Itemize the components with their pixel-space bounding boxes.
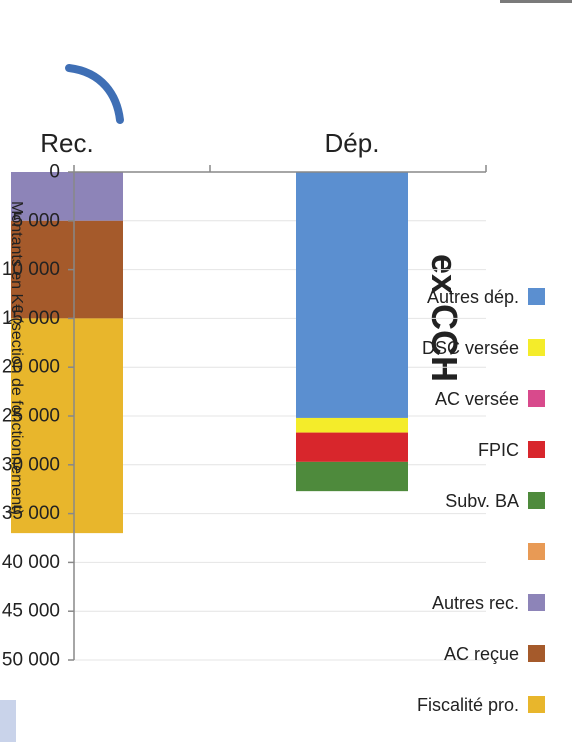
corner-tab: [0, 700, 16, 742]
y-tick-label: 45 000: [2, 601, 60, 622]
legend-swatch: [528, 696, 545, 713]
legend-swatch: [528, 288, 545, 305]
legend-label: AC reçue: [444, 644, 519, 664]
legend-swatch: [528, 441, 545, 458]
legend-label: DSC versée: [422, 338, 519, 358]
bars-group: [11, 172, 408, 534]
legend-swatch: [528, 390, 545, 407]
bar-segment: [296, 417, 408, 433]
legend-label: Autres dép.: [427, 287, 519, 307]
y-tick-label: 30 000: [2, 454, 60, 475]
y-tick-label: 40 000: [2, 552, 60, 573]
bar-segment: [296, 172, 408, 418]
y-tick-label: 25 000: [2, 406, 60, 427]
y-tick-label: 15 000: [2, 308, 60, 329]
x-axis-ticks: Dép. Rec.: [40, 128, 487, 172]
y-tick-label: 35 000: [2, 503, 60, 524]
bar-segment: [296, 461, 408, 492]
legend-label: Fiscalité pro.: [417, 695, 519, 715]
legend-swatch: [528, 594, 545, 611]
legend-label: Subv. BA: [445, 491, 519, 511]
y-axis-label: Montants en K€ (section de fonctionnemen…: [8, 201, 25, 515]
x-tick-label: Rec.: [40, 128, 93, 158]
legend-label: AC versée: [435, 389, 519, 409]
y-tick-label: 20 000: [2, 357, 60, 378]
legend-label: FPIC: [478, 440, 519, 460]
legend-swatch: [528, 645, 545, 662]
bar-segment: [11, 172, 123, 221]
bar-segment: [11, 220, 123, 319]
y-tick-label: 0: [49, 162, 60, 183]
legend-label: Autres rec.: [432, 593, 519, 613]
top-edge-line: [500, 0, 572, 3]
legend-swatch: [528, 339, 545, 356]
legend: Fiscalité pro. AC reçue Autres rec. Subv. B…: [417, 287, 545, 715]
legend-swatch: [528, 543, 545, 560]
x-tick-label: Dép.: [325, 128, 380, 158]
bar-segment: [296, 432, 408, 462]
gridlines: [74, 220, 486, 661]
y-tick-label: 5 000: [12, 210, 60, 231]
y-axis-ticks: 0 5 000 10 000 15 000 20 000 25 000 30 000 35 0…: [2, 162, 74, 671]
y-tick-label: 50 000: [2, 650, 60, 671]
y-tick-label: 10 000: [2, 259, 60, 280]
bar-segment: [11, 318, 123, 534]
legend-swatch: [528, 492, 545, 509]
decorative-arc: [65, 64, 124, 124]
